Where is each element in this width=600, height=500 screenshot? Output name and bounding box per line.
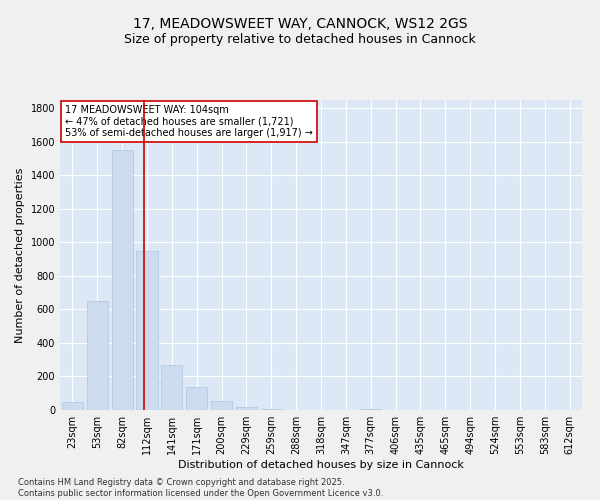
Bar: [62, 402, 83, 410]
Text: 17, MEADOWSWEET WAY, CANNOCK, WS12 2GS: 17, MEADOWSWEET WAY, CANNOCK, WS12 2GS: [133, 18, 467, 32]
Text: 17 MEADOWSWEET WAY: 104sqm
← 47% of detached houses are smaller (1,721)
53% of s: 17 MEADOWSWEET WAY: 104sqm ← 47% of deta…: [65, 104, 313, 138]
Bar: [87, 301, 108, 410]
Bar: [161, 365, 182, 410]
Bar: [360, 409, 381, 410]
Bar: [112, 150, 133, 410]
Bar: [211, 401, 232, 410]
Bar: [136, 251, 158, 410]
Bar: [261, 409, 282, 410]
Text: Size of property relative to detached houses in Cannock: Size of property relative to detached ho…: [124, 32, 476, 46]
Text: Contains HM Land Registry data © Crown copyright and database right 2025.
Contai: Contains HM Land Registry data © Crown c…: [18, 478, 383, 498]
Bar: [236, 408, 257, 410]
Bar: [186, 388, 207, 410]
X-axis label: Distribution of detached houses by size in Cannock: Distribution of detached houses by size …: [178, 460, 464, 470]
Y-axis label: Number of detached properties: Number of detached properties: [15, 168, 25, 342]
